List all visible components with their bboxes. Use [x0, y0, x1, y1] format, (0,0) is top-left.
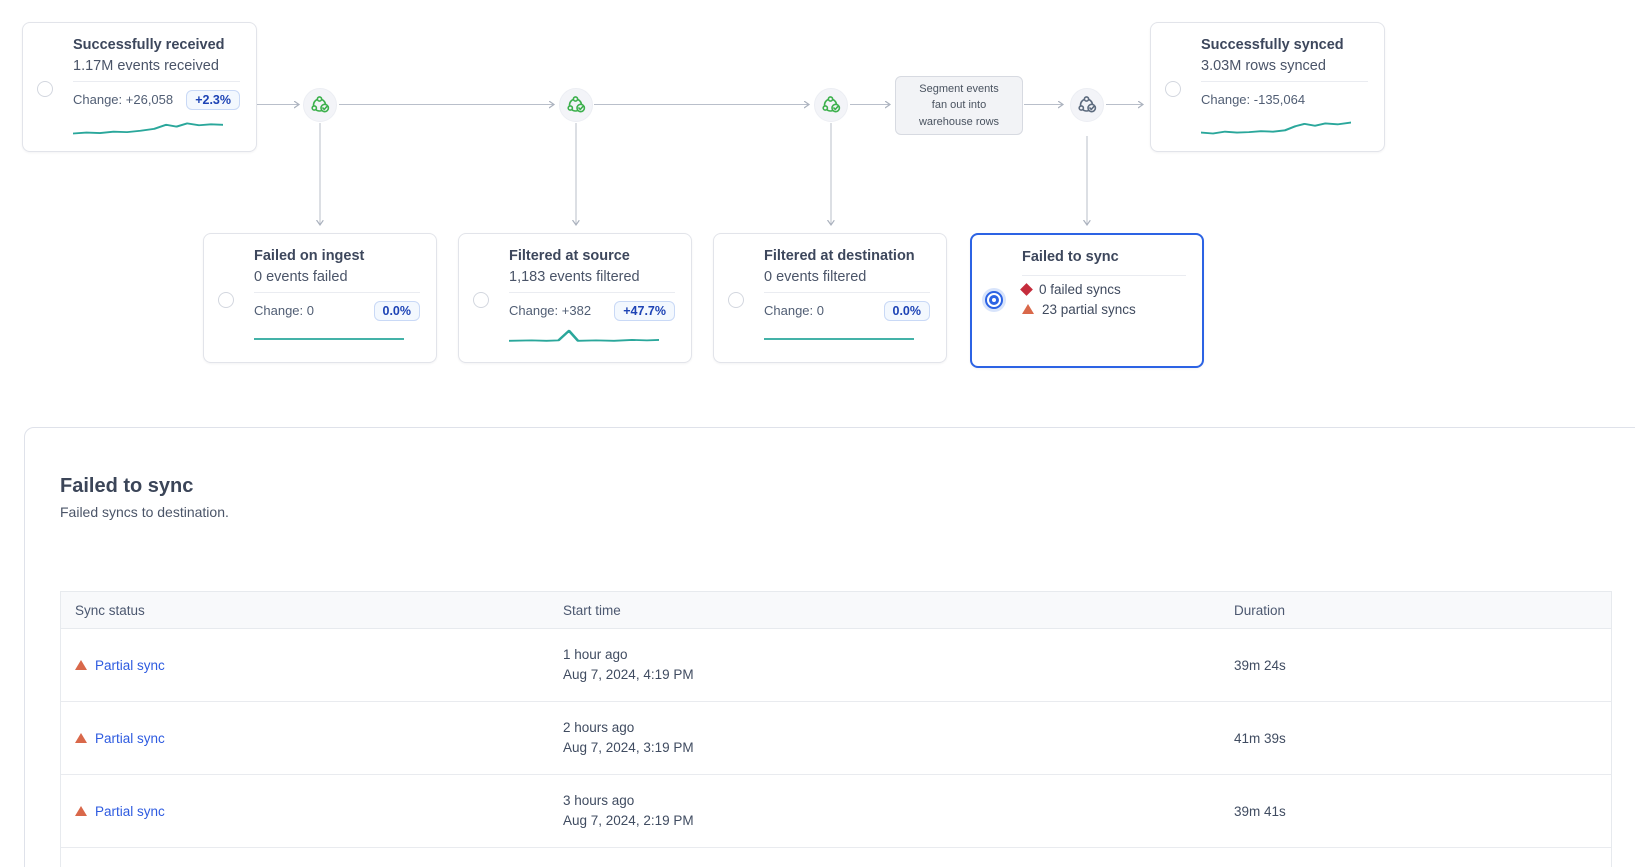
card-title: Successfully received [73, 37, 225, 53]
table-row: Partial sync 2 hours ago Aug 7, 2024, 3:… [61, 702, 1611, 775]
radio-successfully-received[interactable] [37, 81, 53, 97]
fanout-note-line: Segment events [919, 82, 999, 95]
radio-filtered-at-source[interactable] [473, 292, 489, 308]
sync-table: Sync status Start time Duration Partial … [60, 591, 1612, 867]
partial-sync-link[interactable]: Partial sync [95, 657, 165, 673]
partial-sync-link[interactable]: Partial sync [95, 803, 165, 819]
sparkline-chart [507, 329, 661, 342]
divider [764, 291, 930, 293]
table-row: Partial sync 3 hours ago Aug 7, 2024, 2:… [61, 775, 1611, 848]
pipeline-step-icon-gray [1070, 88, 1104, 122]
duration-cell: 39m 24s [1234, 657, 1286, 673]
divider [509, 291, 675, 293]
column-header-start-time: Start time [563, 602, 621, 618]
card-value: 1,183 events filtered [509, 268, 640, 285]
duration-cell: 41m 39s [1234, 730, 1286, 746]
card-failed-on-ingest[interactable]: Failed on ingest 0 events failed Change:… [203, 233, 437, 363]
column-header-duration: Duration [1234, 602, 1286, 618]
card-successfully-received[interactable]: Successfully received 1.17M events recei… [22, 22, 257, 152]
start-time-cell: 3 hours ago Aug 7, 2024, 2:19 PM [549, 791, 1220, 832]
start-time-cell: 1 hour ago Aug 7, 2024, 4:19 PM [549, 645, 1220, 686]
radio-filtered-at-destination[interactable] [728, 292, 744, 308]
time-relative: 2 hours ago [563, 719, 635, 735]
fanout-note-line: warehouse rows [918, 115, 1000, 128]
card-title: Successfully synced [1201, 37, 1344, 53]
sparkline-chart [252, 337, 406, 340]
start-time-cell: 2 hours ago Aug 7, 2024, 3:19 PM [549, 718, 1220, 759]
change-label: Change: -135,064 [1201, 92, 1306, 108]
change-badge: +2.3% [186, 89, 240, 110]
section-title: Failed to sync [60, 475, 194, 497]
partial-sync-link[interactable]: Partial sync [95, 730, 165, 746]
duration-cell: 39m 41s [1234, 803, 1286, 819]
change-badge: +47.7% [614, 300, 675, 321]
change-badge: 0.0% [883, 300, 930, 321]
card-value: 1.17M events received [73, 57, 219, 74]
connector-lines [257, 0, 1635, 420]
radio-failed-on-ingest[interactable] [218, 292, 234, 308]
triangle-icon [75, 806, 87, 816]
radio-successfully-synced[interactable] [1165, 81, 1181, 97]
fanout-note: Segment events fan out into warehouse ro… [895, 76, 1023, 135]
divider [254, 291, 420, 293]
card-value: 3.03M rows synced [1201, 57, 1326, 74]
card-value: 0 events filtered [764, 268, 867, 285]
change-label: Change: 0 [764, 303, 824, 319]
pipeline-step-icon-green [814, 88, 848, 122]
time-relative: 3 hours ago [563, 792, 635, 808]
card-failed-to-sync[interactable]: Failed to sync 0 failed syncs 23 partial… [970, 233, 1204, 368]
time-absolute: Aug 7, 2024, 3:19 PM [563, 740, 694, 755]
sparkline-chart [1199, 121, 1353, 134]
sparkline-chart [762, 337, 916, 340]
card-filtered-at-source[interactable]: Filtered at source 1,183 events filtered… [458, 233, 692, 363]
time-absolute: Aug 7, 2024, 4:19 PM [563, 667, 694, 682]
divider [73, 80, 240, 82]
change-label: Change: +382 [509, 303, 592, 319]
card-filtered-at-destination[interactable]: Filtered at destination 0 events filtere… [713, 233, 947, 363]
change-label: Change: 0 [254, 303, 314, 319]
triangle-icon [75, 733, 87, 743]
section-subtitle: Failed syncs to destination. [60, 504, 229, 520]
time-relative: 1 hour ago [563, 646, 628, 662]
table-row-partial-cutoff [61, 848, 1611, 867]
card-title: Filtered at source [509, 248, 630, 264]
failed-syncs-stat: 0 failed syncs [1039, 281, 1121, 297]
card-value: 0 events failed [254, 268, 348, 285]
triangle-icon [1022, 304, 1034, 315]
card-successfully-synced[interactable]: Successfully synced 3.03M rows synced Ch… [1150, 22, 1385, 152]
card-title: Failed on ingest [254, 248, 365, 264]
divider [1201, 80, 1368, 82]
sparkline-chart [71, 122, 225, 134]
change-badge: 0.0% [373, 300, 420, 321]
column-header-sync-status: Sync status [75, 602, 145, 618]
card-title: Filtered at destination [764, 248, 915, 264]
triangle-icon [75, 660, 87, 670]
radio-failed-to-sync[interactable] [985, 291, 1003, 309]
time-absolute: Aug 7, 2024, 2:19 PM [563, 813, 694, 828]
fanout-note-line: fan out into [931, 99, 987, 112]
change-label: Change: +26,058 [73, 92, 174, 108]
table-header-row: Sync status Start time Duration [61, 591, 1611, 629]
failed-to-sync-panel: Failed to sync Failed syncs to destinati… [24, 427, 1635, 867]
partial-syncs-stat: 23 partial syncs [1042, 301, 1136, 317]
pipeline-step-icon-green [303, 88, 337, 122]
diamond-icon [1020, 282, 1033, 296]
pipeline-step-icon-green [559, 88, 593, 122]
divider [1022, 274, 1186, 276]
card-title: Failed to sync [1022, 249, 1119, 265]
table-row: Partial sync 1 hour ago Aug 7, 2024, 4:1… [61, 629, 1611, 702]
pipeline-flow-diagram: Successfully received 1.17M events recei… [0, 0, 1635, 420]
